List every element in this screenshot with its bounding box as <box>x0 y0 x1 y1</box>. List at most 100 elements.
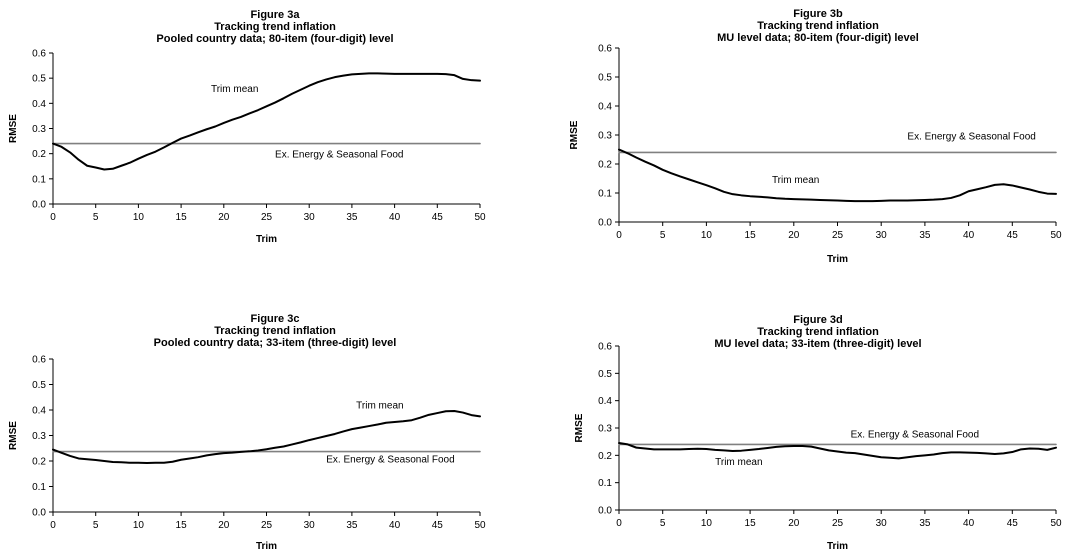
chart-2-series-trim-mean <box>618 148 1057 203</box>
chart-4-title-line-3: MU level data; 33-item (three-digit) lev… <box>714 338 921 350</box>
chart-1-annotation-trim-mean: Trim mean <box>211 84 258 95</box>
chart-1-x-tick-label: 40 <box>389 212 401 223</box>
chart-2-x-tick-label: 10 <box>701 230 713 241</box>
chart-2-x-tick-label: 40 <box>963 230 975 241</box>
chart-3-x-tick-label: 0 <box>50 520 56 531</box>
chart-3-x-tick-label: 15 <box>176 520 188 531</box>
chart-3-title-line-2: Tracking trend inflation <box>214 325 336 337</box>
chart-1-x-tick-label: 15 <box>176 212 188 223</box>
chart-1-x-tick-label: 5 <box>93 212 99 223</box>
chart-3-x-tick-label: 35 <box>346 520 358 531</box>
chart-4-x-tick-label: 5 <box>660 518 666 529</box>
chart-1-y-tick-label: 0.2 <box>32 149 46 160</box>
chart-1-y-tick-label: 0.3 <box>32 124 46 135</box>
chart-4-annotation-ex-energy-seasonal-food: Ex. Energy & Seasonal Food <box>851 430 979 441</box>
chart-2-x-tick-label: 0 <box>616 230 622 241</box>
chart-2-x-tick-label: 30 <box>876 230 888 241</box>
chart-1-series-trim-mean <box>52 72 481 171</box>
chart-4-y-tick-label: 0.0 <box>598 506 612 517</box>
chart-3-x-tick-label: 20 <box>218 520 230 531</box>
chart-1-x-tick-label: 10 <box>133 212 145 223</box>
chart-4-y-tick-label: 0.3 <box>598 424 612 435</box>
chart-4-title-line-2: Tracking trend inflation <box>757 326 879 338</box>
chart-4-x-tick-label: 45 <box>1007 518 1019 529</box>
chart-1-y-tick-label: 0.6 <box>32 49 46 60</box>
chart-4-x-axis-label: Trim <box>827 541 848 552</box>
chart-2-y-tick-label: 0.2 <box>598 160 612 171</box>
chart-3-x-axis-label: Trim <box>256 541 277 552</box>
chart-4-x-tick-label: 25 <box>832 518 844 529</box>
chart-4-x-tick-label: 35 <box>919 518 931 529</box>
chart-2-title-line-3: MU level data; 80-item (four-digit) leve… <box>717 32 919 44</box>
chart-2-x-tick-label: 5 <box>660 230 666 241</box>
chart-1-x-tick-label: 30 <box>304 212 316 223</box>
chart-2-title-line-1: Figure 3b <box>793 8 843 20</box>
chart-2-annotation-ex-energy-seasonal-food: Ex. Energy & Seasonal Food <box>907 131 1035 142</box>
chart-4-y-tick-label: 0.6 <box>598 342 612 353</box>
chart-3-y-tick-label: 0.3 <box>32 431 46 442</box>
chart-1-x-tick-label: 25 <box>261 212 273 223</box>
chart-1-x-axis-label: Trim <box>256 234 277 245</box>
chart-4-series-trim-mean <box>618 442 1057 460</box>
chart-1-x-tick-label: 0 <box>50 212 56 223</box>
chart-1-x-tick-label: 35 <box>346 212 358 223</box>
chart-4-x-tick-label: 20 <box>788 518 800 529</box>
chart-3-title-line-3: Pooled country data; 33-item (three-digi… <box>154 337 397 349</box>
chart-2-y-tick-label: 0.1 <box>598 189 612 200</box>
chart-3-y-axis-label: RMSE <box>8 421 19 450</box>
chart-2-y-tick-label: 0.6 <box>598 44 612 55</box>
chart-3-y-tick-label: 0.6 <box>32 355 46 366</box>
chart-3-y-tick-label: 0.1 <box>32 482 46 493</box>
chart-2-title-line-2: Tracking trend inflation <box>757 20 879 32</box>
chart-2-x-tick-label: 45 <box>1007 230 1019 241</box>
chart-1-y-tick-label: 0.5 <box>32 74 46 85</box>
chart-4-x-tick-label: 15 <box>745 518 757 529</box>
chart-1-title-line-2: Tracking trend inflation <box>214 21 336 33</box>
chart-2-x-tick-label: 15 <box>745 230 757 241</box>
chart-4-y-axis-label: RMSE <box>574 413 585 442</box>
chart-2-x-tick-label: 35 <box>919 230 931 241</box>
chart-2-y-tick-label: 0.0 <box>598 218 612 229</box>
chart-3-x-tick-label: 50 <box>474 520 486 531</box>
chart-4-x-tick-label: 40 <box>963 518 975 529</box>
chart-2-annotation-trim-mean: Trim mean <box>772 175 819 186</box>
chart-3-x-tick-label: 40 <box>389 520 401 531</box>
chart-2-y-tick-label: 0.5 <box>598 73 612 84</box>
chart-4-title-line-1: Figure 3d <box>793 314 843 326</box>
chart-4-y-tick-label: 0.5 <box>598 369 612 380</box>
chart-4-x-tick-label: 30 <box>876 518 888 529</box>
chart-3-annotation-ex-energy-seasonal-food: Ex. Energy & Seasonal Food <box>326 454 454 465</box>
chart-2-y-tick-label: 0.3 <box>598 131 612 142</box>
chart-3-y-tick-label: 0.4 <box>32 406 46 417</box>
chart-4-annotation-trim-mean: Trim mean <box>715 457 762 468</box>
chart-3-x-tick-label: 45 <box>432 520 444 531</box>
chart-3-y-tick-label: 0.5 <box>32 380 46 391</box>
chart-4-x-tick-label: 50 <box>1050 518 1062 529</box>
chart-4-x-tick-label: 0 <box>616 518 622 529</box>
chart-1-y-tick-label: 0.0 <box>32 200 46 211</box>
chart-3-series-trim-mean <box>52 410 481 465</box>
chart-3-title-line-1: Figure 3c <box>251 313 300 325</box>
chart-4-y-tick-label: 0.4 <box>598 396 612 407</box>
chart-4-y-tick-label: 0.2 <box>598 451 612 462</box>
chart-4-y-tick-label: 0.1 <box>598 478 612 489</box>
chart-1-y-tick-label: 0.1 <box>32 174 46 185</box>
chart-2-x-tick-label: 50 <box>1050 230 1062 241</box>
chart-2-x-tick-label: 25 <box>832 230 844 241</box>
chart-2-y-tick-label: 0.4 <box>598 102 612 113</box>
chart-3-y-tick-label: 0.0 <box>32 508 46 519</box>
chart-2-y-axis-label: RMSE <box>569 120 580 149</box>
chart-3-x-tick-label: 25 <box>261 520 273 531</box>
chart-1-x-tick-label: 50 <box>474 212 486 223</box>
chart-3-x-tick-label: 30 <box>304 520 316 531</box>
chart-3-annotation-trim-mean: Trim mean <box>356 401 403 412</box>
chart-1-y-axis-label: RMSE <box>8 114 19 143</box>
chart-1-x-tick-label: 45 <box>432 212 444 223</box>
chart-1-x-tick-label: 20 <box>218 212 230 223</box>
chart-1-y-tick-label: 0.4 <box>32 99 46 110</box>
chart-2-x-tick-label: 20 <box>788 230 800 241</box>
